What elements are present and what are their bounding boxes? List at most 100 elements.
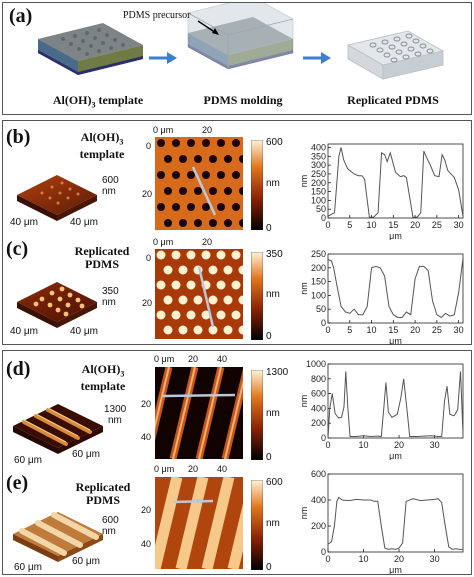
axis3d-c-1: 40 μm	[10, 326, 38, 337]
y-tick-label: 150	[311, 277, 326, 287]
colorbar-e	[251, 480, 263, 570]
profile-line	[327, 258, 464, 319]
x-tick-label: 30	[430, 440, 440, 450]
axis3d-d-2: 60 μm	[72, 449, 100, 460]
pillar-mark	[186, 310, 196, 320]
map-d-ytick-1: 40	[141, 432, 152, 442]
height-d: 1300	[104, 404, 127, 415]
pillar-mark	[193, 325, 203, 335]
x-tick-label: 20	[410, 220, 420, 230]
pillar-mark	[186, 280, 196, 290]
pillar-mark	[178, 325, 188, 335]
profile-line	[327, 496, 463, 550]
pillar-mark	[231, 310, 241, 320]
hole-mark	[164, 155, 172, 163]
surface-3d-d	[13, 404, 103, 454]
cbar-b-max: 600	[266, 137, 283, 148]
y-tick-label: 250	[311, 250, 326, 259]
hole-mark	[224, 219, 232, 227]
cbar-d-min: 0	[266, 452, 272, 463]
cbar-b-min: 0	[266, 223, 272, 234]
x-axis-label: μm	[389, 565, 402, 574]
title-b: Al(OH)3 template	[79, 130, 125, 162]
plot-frame	[327, 473, 464, 553]
map-e-ytick-0: 20	[141, 505, 152, 515]
map-b-xtick-1: 20	[202, 125, 213, 135]
pillar-mark	[201, 310, 211, 320]
profile-chart-d: 0 10 20 30 0 200 400 600 800 1000 μm nm	[300, 360, 464, 460]
cbar-e-max: 600	[266, 477, 283, 488]
hole-mark	[172, 139, 180, 147]
y-tick-label: 100	[311, 290, 326, 300]
arrow-2	[303, 52, 331, 64]
hole-mark	[179, 187, 187, 195]
x-tick-label: 20	[394, 440, 404, 450]
map-e-ytick-1: 40	[141, 539, 152, 549]
title-e-line2: PDMS	[86, 493, 120, 507]
replicated-block	[346, 30, 445, 80]
hole-mark	[239, 187, 243, 195]
x-axis-label: μm	[389, 451, 402, 460]
y-tick-label: 1000	[306, 360, 326, 369]
x-tick-label: 10	[359, 554, 369, 564]
title-d-line2: template	[80, 379, 126, 394]
x-tick-label: 15	[388, 325, 398, 335]
map-b-ytick-0: 0	[146, 141, 152, 151]
hole-mark	[232, 203, 240, 211]
cbar-b-unit: nm	[266, 178, 280, 189]
hole-mark	[217, 139, 225, 147]
hole-mark	[172, 203, 180, 211]
x-tick-label: 0	[325, 554, 330, 564]
y-tick-label: 400	[311, 495, 326, 505]
cbar-d-max: 1300	[266, 367, 289, 378]
map-b-ytick-1: 20	[142, 189, 153, 199]
pillar-mark	[223, 295, 233, 305]
pillar-mark	[216, 310, 226, 320]
hole-mark	[179, 155, 187, 163]
y-tick-label: 200	[311, 263, 326, 273]
pillar-mark	[208, 325, 218, 335]
pillar-mark	[223, 325, 233, 335]
profile-line	[327, 147, 464, 218]
y-tick-label: 150	[311, 187, 326, 197]
pillar-mark	[171, 310, 181, 320]
colorbar-d	[251, 370, 263, 460]
x-tick-label: 20	[410, 325, 420, 335]
x-tick-label: 30	[454, 325, 464, 335]
hole-mark	[209, 155, 217, 163]
axis3d-c-2: 40 μm	[70, 326, 98, 337]
hole-mark	[232, 139, 240, 147]
y-tick-label: 350	[311, 151, 326, 161]
plot-frame	[327, 143, 464, 219]
x-tick-label: 25	[432, 325, 442, 335]
plot-frame	[327, 253, 464, 324]
y-tick-label: 300	[311, 160, 326, 170]
caption-template: Al(OH)3 template	[52, 93, 144, 110]
cbar-e-unit: nm	[266, 518, 280, 529]
axis3d-b-2: 40 μm	[70, 217, 98, 228]
panel-label-e: (e)	[6, 472, 29, 494]
afm-map-b	[155, 137, 243, 230]
pillar-mark	[238, 295, 243, 305]
x-tick-label: 20	[394, 554, 404, 564]
y-tick-label: 800	[311, 374, 326, 384]
y-axis-label: nm	[300, 395, 309, 408]
map-e-xtick-0: 0 μm	[154, 464, 175, 474]
map-d-xtick-1: 20	[188, 354, 199, 364]
pillar-mark	[238, 265, 243, 275]
precursor-annotation: PDMS precursor	[123, 10, 191, 21]
y-tick-label: 600	[311, 470, 326, 479]
x-tick-label: 0	[325, 325, 330, 335]
hole-mark	[194, 219, 202, 227]
panel-label-d: (d)	[6, 358, 31, 380]
y-tick-label: 250	[311, 169, 326, 179]
hole-mark	[157, 139, 165, 147]
x-tick-label: 0	[325, 220, 330, 230]
panel-label-b: (b)	[6, 126, 31, 148]
y-axis-label: nm	[300, 282, 309, 295]
axis3d-e-2: 60 μm	[72, 556, 100, 567]
y-tick-label: 0	[321, 547, 326, 557]
hole-mark	[179, 219, 187, 227]
map-e-xtick-1: 20	[188, 464, 199, 474]
afm-map-d	[155, 367, 243, 459]
